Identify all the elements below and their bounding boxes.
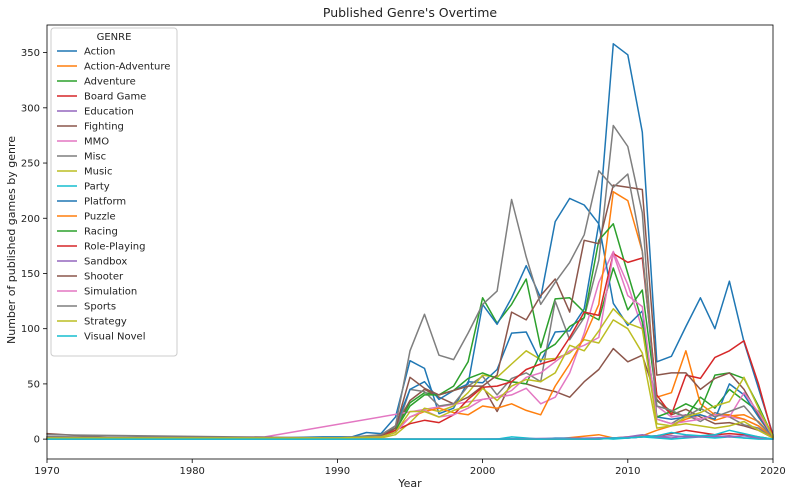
legend-label: Role-Playing <box>84 242 145 253</box>
legend-label: Strategy <box>84 317 127 328</box>
legend-label: Adventure <box>84 77 136 88</box>
legend-label: Misc <box>84 152 106 163</box>
series-line-action <box>46 43 774 439</box>
series-line-role-playing <box>46 252 774 439</box>
y-tick-label: 300 <box>21 103 40 114</box>
y-tick-label: 150 <box>21 269 40 280</box>
series-line-platform <box>46 197 774 439</box>
legend: GENRE Action Action-Adventure Adventure Boar… <box>50 27 178 357</box>
series-line-strategy <box>46 308 774 439</box>
series-line-visual-novel <box>46 429 774 440</box>
legend-label: Board Game <box>84 92 146 103</box>
plot-area <box>46 24 774 460</box>
x-tick-label: 1990 <box>325 466 350 477</box>
legend-box <box>50 27 178 357</box>
y-tick-label: 200 <box>21 214 40 225</box>
legend-label: Sandbox <box>84 257 127 268</box>
series-line-racing <box>46 223 774 439</box>
legend-label: MMO <box>84 137 109 148</box>
legend-label: Sports <box>84 302 116 313</box>
x-tick-label: 1970 <box>34 466 59 477</box>
series-line-sports <box>46 170 774 439</box>
chart-title: Published Genre's Overtime <box>323 5 498 20</box>
series-line-action-adventure <box>46 414 774 440</box>
x-tick-label: 2010 <box>615 466 640 477</box>
x-tick-label: 1980 <box>179 466 204 477</box>
legend-label: Education <box>84 107 134 118</box>
legend-label: Fighting <box>84 122 124 133</box>
plot-frame <box>46 24 774 460</box>
y-tick-label: 50 <box>27 379 40 390</box>
legend-label: Racing <box>84 227 118 238</box>
series-line-shooter <box>46 184 774 439</box>
y-axis-label: Number of published games by genre <box>5 136 18 344</box>
legend-label: Platform <box>84 197 126 208</box>
legend-label: Shooter <box>84 272 124 283</box>
y-axis: 0 50 100 150 200 250 300 350 <box>21 48 47 446</box>
legend-label: Action-Adventure <box>84 62 170 73</box>
y-tick-label: 250 <box>21 159 40 170</box>
x-tick-label: 2020 <box>760 466 785 477</box>
x-axis-label: Year <box>397 477 422 490</box>
legend-label: Action <box>84 47 115 58</box>
legend-title: GENRE <box>97 32 132 43</box>
legend-label: Puzzle <box>84 212 116 223</box>
y-tick-label: 350 <box>21 48 40 59</box>
legend-label: Party <box>84 182 110 193</box>
series-line-misc <box>46 124 774 439</box>
y-tick-label: 0 <box>34 435 40 446</box>
series-line-music <box>46 319 774 440</box>
y-tick-label: 100 <box>21 324 40 335</box>
legend-label: Music <box>84 167 112 178</box>
legend-label: Simulation <box>84 287 137 298</box>
legend-label: Visual Novel <box>84 332 145 343</box>
x-tick-label: 2000 <box>470 466 495 477</box>
series-line-adventure <box>46 267 774 439</box>
x-axis: 1970 1980 1990 2000 2010 2020 <box>34 459 786 477</box>
